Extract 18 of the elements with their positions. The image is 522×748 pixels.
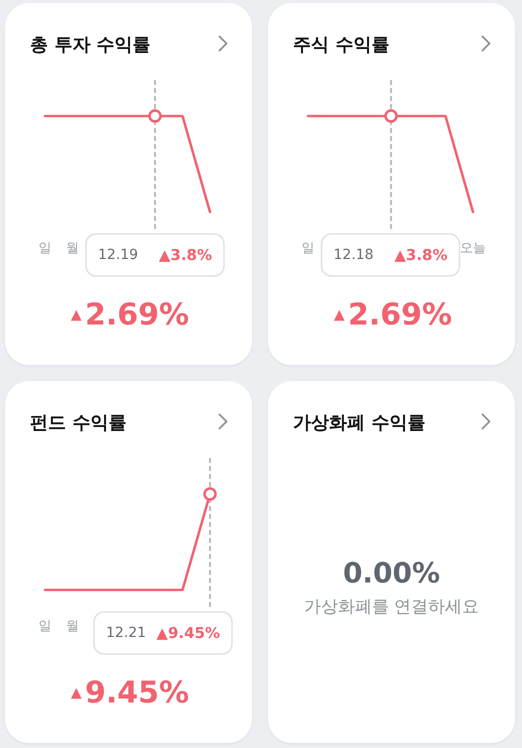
text: 12.18 ▲3.8% xyxy=(334,246,448,264)
text: 12.19 ▲3.8% xyxy=(98,246,212,264)
text: 12.21 ▲9.45% xyxy=(106,624,220,642)
x-tick-label: 월 xyxy=(66,619,79,634)
x-tick-label: 일 xyxy=(38,241,52,256)
x-tick-label: 일 xyxy=(302,241,314,256)
text: ▲2.69% xyxy=(334,298,452,332)
text: 0.00% xyxy=(342,556,440,590)
text: 가상화폐를 연결하세요 xyxy=(304,597,480,617)
x-tick-label: 오늘 xyxy=(460,241,486,256)
chart-title: 총 투자 수익률 xyxy=(30,34,151,56)
text: 가상화폐 수익률 xyxy=(293,412,426,434)
chart-title: 펀드 수익률 xyxy=(30,412,126,434)
text: ▲2.69% xyxy=(70,298,190,332)
x-tick-label: 일 xyxy=(38,619,52,634)
x-tick-label: 월 xyxy=(66,241,79,256)
text: ▲9.45% xyxy=(70,676,190,710)
chart-title: 주식 수익률 xyxy=(293,34,390,56)
